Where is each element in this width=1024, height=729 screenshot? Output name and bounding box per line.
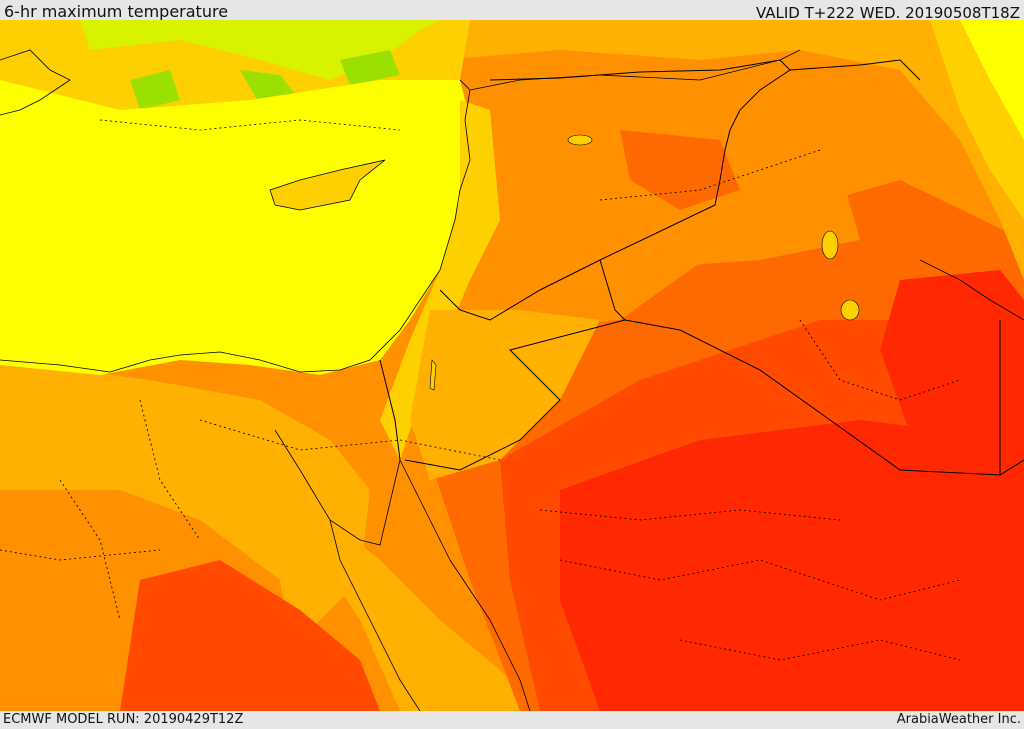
- field-egypt-red: [120, 560, 380, 711]
- field-turkey-green-3: [340, 50, 400, 85]
- credit-text: ArabiaWeather Inc.: [896, 712, 1021, 727]
- temperature-map: [0, 20, 1024, 711]
- dead-sea: [429, 359, 437, 391]
- field-arabia-red: [560, 420, 1024, 711]
- footer-bar: ECMWF MODEL RUN: 20190429T12Z ArabiaWeat…: [0, 711, 1024, 729]
- cyprus: [269, 159, 386, 211]
- lake-razazah: [840, 299, 860, 321]
- map-title: 6-hr maximum temperature: [4, 2, 229, 21]
- field-red-sea: [320, 520, 540, 711]
- field-syria-dark: [620, 130, 740, 210]
- field-turkey-green-1: [130, 70, 180, 110]
- country-borders: [379, 59, 1024, 476]
- internal-boundaries: [0, 119, 961, 661]
- model-run: ECMWF MODEL RUN: 20190429T12Z: [3, 712, 244, 727]
- header-bar: 6-hr maximum temperature VALID T+222 WED…: [0, 0, 1024, 22]
- field-gulf-red: [880, 270, 1024, 480]
- lake-assad: [567, 134, 593, 146]
- coastlines: [0, 49, 1024, 711]
- field-levant-gold: [380, 100, 500, 460]
- field-mediterranean: [0, 80, 470, 375]
- valid-time: VALID T+222 WED. 20190508T18Z: [755, 4, 1020, 22]
- field-ne-yellow: [960, 20, 1024, 140]
- lake-tharthar: [821, 230, 839, 260]
- field-jordan-amber: [410, 310, 600, 480]
